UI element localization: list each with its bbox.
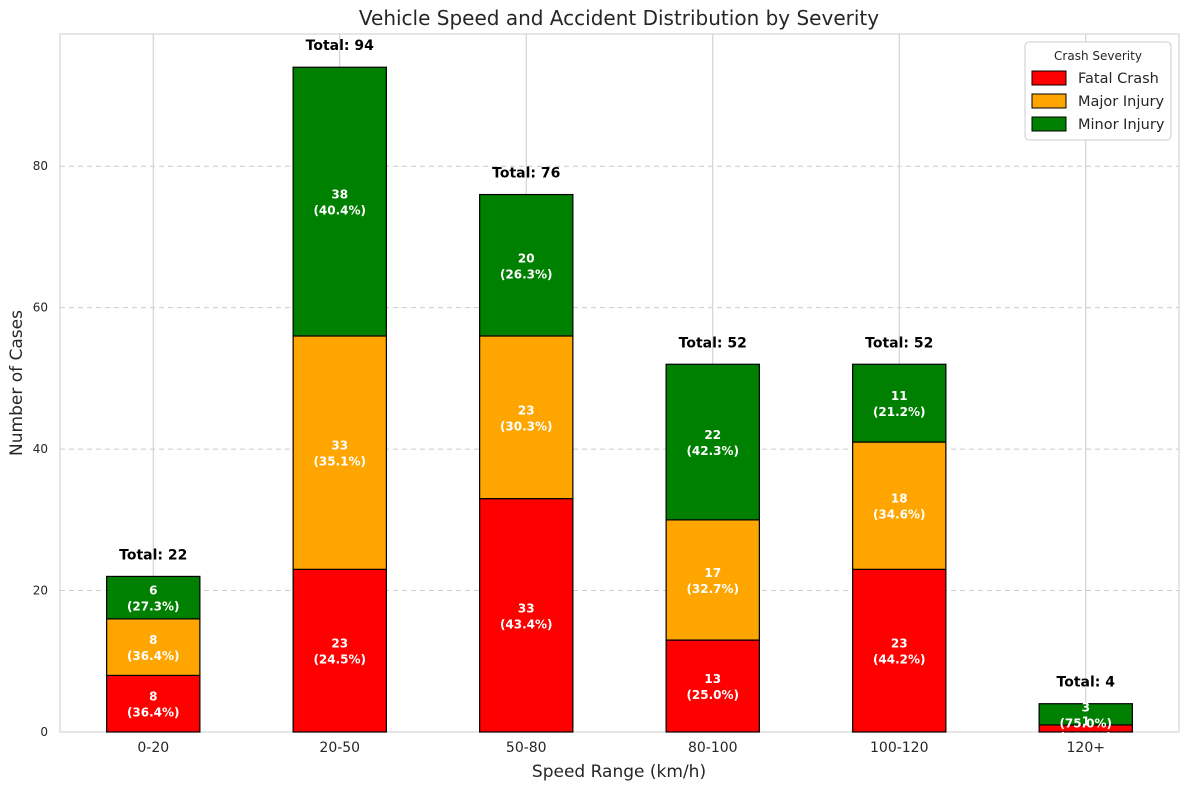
segment-label-line: (25.0%)	[1059, 730, 1112, 744]
bar-segment	[106, 674, 201, 733]
x-tick-label: 100-120	[870, 740, 929, 756]
segment-label: 23 (24.5%)	[313, 637, 366, 667]
segment-label: 22 (42.3%)	[686, 428, 739, 458]
segment-label: 17 (32.7%)	[686, 566, 739, 596]
legend-label: Minor Injury	[1078, 117, 1165, 133]
total-label: Total: 22	[119, 547, 187, 563]
segment-label: 11 (21.2%)	[873, 389, 926, 419]
segment-label-line: 18	[891, 492, 908, 506]
x-tick-label: 80-100	[688, 740, 738, 756]
bar-segment	[852, 441, 947, 570]
x-tick-label: 50-80	[506, 740, 547, 756]
x-tick-label: 120+	[1067, 740, 1105, 756]
segment-label-line: (40.4%)	[313, 204, 366, 218]
y-tick-label: 40	[33, 442, 48, 456]
segment-label: 33 (35.1%)	[313, 439, 366, 469]
total-label: Total: 4	[1057, 675, 1116, 691]
segment-label-line: (30.3%)	[500, 419, 553, 433]
segment-label-line: 22	[704, 428, 721, 442]
segment-label: 8 (36.4%)	[127, 690, 180, 720]
legend: Crash Severity Fatal Crash Major Injury Min…	[1024, 41, 1172, 141]
segment-label-line: (21.2%)	[873, 405, 926, 419]
y-tick-label: 80	[33, 159, 48, 173]
bar-segment	[665, 363, 760, 521]
legend-swatch	[1031, 116, 1067, 132]
segment-label-line: 33	[518, 601, 535, 615]
legend-box	[1024, 41, 1172, 141]
segment-label-line: (36.4%)	[127, 706, 180, 720]
segment-label-line: 11	[891, 389, 908, 403]
segment-label: 6 (27.3%)	[127, 584, 180, 614]
segment-label: 20 (26.3%)	[500, 251, 553, 281]
segment-label-line: (24.5%)	[313, 653, 366, 667]
segment-label-line: (32.7%)	[686, 582, 739, 596]
y-tick-label: 60	[33, 301, 48, 315]
segment-label-line: (35.1%)	[313, 455, 366, 469]
total-label: Total: 94	[306, 38, 374, 54]
segment-label-line: 20	[518, 251, 535, 265]
x-tick-label: 20-50	[319, 740, 360, 756]
segment-label-line: 1	[1082, 714, 1090, 728]
bar-segment	[852, 363, 947, 443]
plot-area: 0 20 40 60 80 0-20 20-50 50-80 80-100 100-120 120+…	[33, 33, 1180, 756]
segment-label-line: 38	[331, 188, 348, 202]
total-label: Total: 52	[865, 335, 933, 351]
legend-label: Fatal Crash	[1078, 71, 1159, 87]
chart-title: Vehicle Speed and Accident Distribution …	[359, 6, 879, 30]
bar-segment	[292, 568, 387, 733]
segment-label-line: (26.3%)	[500, 267, 553, 281]
segment-label-line: 23	[518, 403, 535, 417]
total-label: Total: 52	[679, 335, 747, 351]
segment-label-line: (42.3%)	[686, 444, 739, 458]
segment-label-line: (34.6%)	[873, 508, 926, 522]
x-axis-label: Speed Range (km/h)	[532, 762, 706, 782]
segment-label-line: 33	[331, 439, 348, 453]
segment-label-line: (36.4%)	[127, 649, 180, 663]
plot-frame	[59, 33, 1180, 733]
bar-segment	[852, 568, 947, 733]
y-tick-label: 0	[40, 725, 48, 739]
segment-label-line: 8	[149, 633, 157, 647]
segment-label: 33 (43.4%)	[500, 601, 553, 631]
bar-segment	[479, 335, 574, 500]
segment-label: 1 (25.0%)	[1059, 714, 1112, 744]
segment-label-line: 6	[149, 584, 157, 598]
legend-swatch	[1031, 93, 1067, 109]
bar-segment	[292, 335, 387, 570]
segment-label-line: 13	[704, 672, 721, 686]
segment-label: 23 (44.2%)	[873, 637, 926, 667]
bar-segment	[292, 66, 387, 337]
segment-label: 23 (30.3%)	[500, 403, 553, 433]
legend-swatch	[1031, 70, 1067, 86]
segment-label-line: (44.2%)	[873, 653, 926, 667]
segment-label-line: (27.3%)	[127, 600, 180, 614]
segment-label-line: 3	[1082, 700, 1090, 714]
segment-label-line: 23	[891, 637, 908, 651]
segment-label-line: 8	[149, 690, 157, 704]
legend-title: Crash Severity	[1054, 49, 1142, 63]
bar-segment	[1038, 703, 1133, 726]
bar-segment	[665, 639, 760, 733]
bar-segment	[106, 575, 201, 620]
y-tick-label: 20	[33, 584, 48, 598]
bar-segment	[479, 193, 574, 337]
legend-label: Major Injury	[1078, 94, 1165, 110]
segment-label-line: (75.0%)	[1059, 716, 1112, 730]
segment-label-line: 23	[331, 637, 348, 651]
segment-label: 8 (36.4%)	[127, 633, 180, 663]
segment-label: 3 (75.0%)	[1059, 700, 1112, 730]
segment-label: 13 (25.0%)	[686, 672, 739, 702]
total-label: Total: 76	[492, 166, 560, 182]
segment-label: 18 (34.6%)	[873, 492, 926, 522]
y-axis-label: Number of Cases	[7, 310, 27, 456]
segment-label-line: 17	[704, 566, 721, 580]
segment-label-line: (25.0%)	[686, 688, 739, 702]
bar-segment	[106, 618, 201, 677]
segment-label-line: (43.4%)	[500, 617, 553, 631]
segment-label: 38 (40.4%)	[313, 188, 366, 218]
x-tick-label: 0-20	[137, 740, 169, 756]
